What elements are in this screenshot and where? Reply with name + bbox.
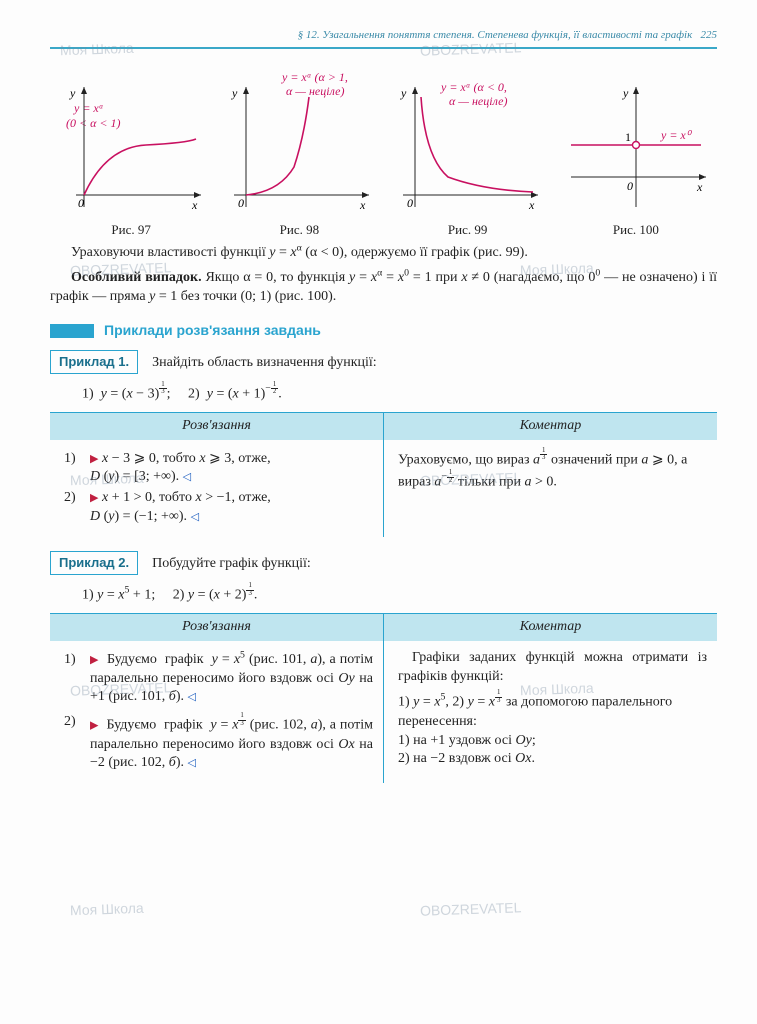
example2-task: Побудуйте графік функції: xyxy=(152,555,311,574)
example2-solution: 1) ▶ Будуємо графік y = x5 (рис. 101, а)… xyxy=(50,641,384,784)
svg-text:0: 0 xyxy=(627,179,633,193)
svg-text:y: y xyxy=(69,86,76,100)
fig97-label: Рис. 97 xyxy=(50,221,212,239)
col-left-title-2: Розв'язання xyxy=(50,614,384,641)
section-bar: Приклади розв'язання завдань xyxy=(50,321,717,340)
example2-comment: Графіки заданих функцій можна отримати і… xyxy=(384,641,717,784)
example1-table-body: 1) ▶ x − 3 ⩾ 0, тобто x ⩾ 3, отже, D (y)… xyxy=(50,440,717,538)
fig99-formula1: y = xᵅ (α < 0, xyxy=(440,80,507,94)
example1-label: Приклад 1. xyxy=(50,350,138,374)
fig99-formula2: α — неціле) xyxy=(449,94,507,108)
svg-text:x: x xyxy=(528,198,535,212)
figure-97: y = xᵅ (0 < α < 1) 0 x y Рис. 97 xyxy=(50,67,212,239)
figure-100: 0 x y 1 y = x⁰ Рис. 100 xyxy=(555,67,717,239)
svg-text:y: y xyxy=(231,86,238,100)
watermark: OBOZREVATEL xyxy=(420,898,522,920)
svg-text:y: y xyxy=(400,86,407,100)
fig97-formula2: (0 < α < 1) xyxy=(66,116,121,130)
fig98-formula1: y = xᵅ (α > 1, xyxy=(281,70,348,84)
watermark: Моя Школа xyxy=(70,899,144,920)
example2-table-body: 1) ▶ Будуємо графік y = x5 (рис. 101, а)… xyxy=(50,641,717,784)
figure-99: y = xᵅ (α < 0, α — неціле) 0 x y Рис. 99 xyxy=(387,67,549,239)
fig98-svg: y = xᵅ (α > 1, α — неціле) 0 x y xyxy=(224,67,374,217)
fig98-label: Рис. 98 xyxy=(218,221,380,239)
example1-items: 1) y = (x − 3)13; 2) y = (x + 1)−12. xyxy=(82,382,717,404)
example1-comment: Ураховуємо, що вираз a13 означений при a… xyxy=(384,440,717,538)
page-number: 225 xyxy=(701,29,718,41)
svg-text:y: y xyxy=(622,86,629,100)
header-text: § 12. Узагальнення поняття степеня. Степ… xyxy=(298,29,693,41)
example1-solution: 1) ▶ x − 3 ⩾ 0, тобто x ⩾ 3, отже, D (y)… xyxy=(50,440,384,538)
example1-task: Знайдіть область визначення функції: xyxy=(152,354,377,373)
fig97-formula1: y = xᵅ xyxy=(73,101,104,115)
figure-98: y = xᵅ (α > 1, α — неціле) 0 x y Рис. 98 xyxy=(218,67,380,239)
fig100-one: 1 xyxy=(625,130,631,144)
fig100-formula: y = x⁰ xyxy=(660,128,693,142)
svg-text:0: 0 xyxy=(407,196,413,210)
svg-text:x: x xyxy=(191,198,198,212)
col-right-title: Коментар xyxy=(384,413,717,440)
example2-table-head: Розв'язання Коментар xyxy=(50,613,717,641)
fig97-svg: y = xᵅ (0 < α < 1) 0 x y xyxy=(56,67,206,217)
paragraph-2: Особливий випадок. Якщо α = 0, то функці… xyxy=(50,269,717,307)
paragraph-1: Ураховуючи властивості функції y = xα (α… xyxy=(50,244,717,263)
fig99-label: Рис. 99 xyxy=(387,221,549,239)
svg-text:0: 0 xyxy=(78,196,84,210)
example1-table-head: Розв'язання Коментар xyxy=(50,412,717,440)
section-accent-block xyxy=(50,324,94,338)
example1-head: Приклад 1. Знайдіть область визначення ф… xyxy=(50,350,717,374)
fig99-svg: y = xᵅ (α < 0, α — неціле) 0 x y xyxy=(393,67,543,217)
svg-text:x: x xyxy=(359,198,366,212)
svg-text:x: x xyxy=(696,180,703,194)
figures-row: y = xᵅ (0 < α < 1) 0 x y Рис. 97 y = xᵅ … xyxy=(50,67,717,239)
col-left-title: Розв'язання xyxy=(50,413,384,440)
svg-text:0: 0 xyxy=(238,196,244,210)
example2-items: 1) y = x5 + 1; 2) y = (x + 2)13. xyxy=(82,583,717,605)
section-title: Приклади розв'язання завдань xyxy=(104,321,321,340)
fig100-label: Рис. 100 xyxy=(555,221,717,239)
fig100-svg: 0 x y 1 y = x⁰ xyxy=(561,67,711,217)
example2-head: Приклад 2. Побудуйте графік функції: xyxy=(50,551,717,575)
fig98-formula2: α — неціле) xyxy=(286,84,344,98)
example2-label: Приклад 2. xyxy=(50,551,138,575)
page-header: § 12. Узагальнення поняття степеня. Степ… xyxy=(50,28,717,49)
col-right-title-2: Коментар xyxy=(384,614,717,641)
